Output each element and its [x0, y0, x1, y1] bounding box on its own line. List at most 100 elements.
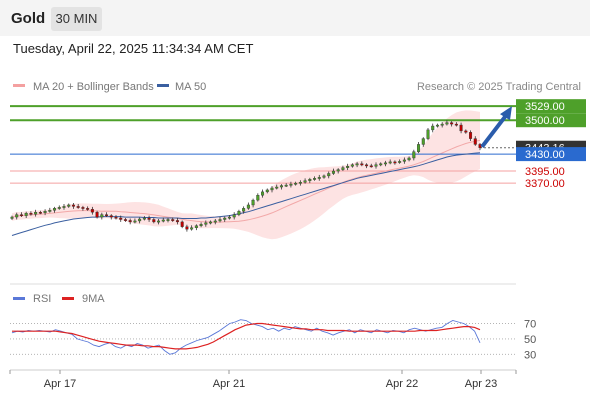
candle-body [388, 161, 392, 164]
support-1-label: 3395.00 [525, 166, 565, 178]
candle-body [128, 220, 132, 223]
candle-body [473, 138, 477, 145]
candle-body [426, 129, 430, 139]
rsi-lines [11, 319, 481, 355]
candle-body [223, 217, 227, 220]
candle-body [81, 207, 85, 209]
x-tick-label: Apr 22 [386, 378, 418, 390]
candle-body [152, 219, 156, 223]
candle-body [407, 157, 411, 161]
candle-body [331, 170, 335, 174]
rsi-ma-legend-label: 9MA [82, 293, 105, 305]
resistance-1-label: 3500.00 [525, 115, 565, 127]
rsi-tick-label: 30 [524, 349, 536, 361]
x-tick-label: Apr 23 [465, 378, 497, 390]
candle-body [29, 212, 33, 215]
candle-body [166, 219, 170, 221]
candle-body [336, 169, 340, 172]
pivot-label-box [516, 147, 586, 162]
support-2-label: 3370.00 [525, 178, 565, 190]
candle-body [341, 167, 345, 170]
candle-body [24, 212, 28, 216]
candle-body [86, 208, 90, 210]
candle-body [469, 132, 473, 139]
candle-body [67, 204, 71, 207]
candle-body [199, 224, 203, 226]
legend: MA 20 + Bollinger Bands MA 50 Research ©… [13, 81, 581, 93]
candle-body [185, 226, 189, 230]
rsi-tick-label: 70 [524, 319, 536, 331]
candle-body [327, 173, 331, 177]
ma50-line [11, 152, 481, 236]
candle-body [303, 180, 307, 183]
candle-body [350, 164, 354, 167]
ma20-line [11, 139, 481, 223]
candle-body [105, 214, 109, 217]
candle-body [251, 199, 255, 206]
candle-body [346, 166, 350, 168]
candle-body [190, 227, 194, 230]
x-axis-ticks: Apr 17 Apr 21 Apr 22 Apr 23 [9, 370, 517, 390]
top-bar: Gold 30 MIN [0, 0, 590, 36]
legend-swatch-ma20 [13, 84, 25, 87]
candle-body [445, 122, 449, 125]
x-tick-label: Apr 17 [44, 378, 76, 390]
candle-body [431, 125, 435, 131]
candle-body [369, 165, 373, 168]
candle-body [317, 177, 321, 179]
candle-body [256, 195, 260, 201]
candle-body [322, 175, 326, 178]
candle-body [180, 221, 184, 227]
legend-credit: Research © 2025 Trading Central [417, 81, 581, 93]
candle-body [454, 123, 458, 126]
candle-body [237, 211, 241, 215]
candle-body [355, 163, 359, 166]
candles [10, 120, 482, 232]
candle-body [76, 206, 80, 208]
candle-body [109, 215, 113, 218]
candle-body [279, 185, 283, 188]
legend-swatch-ma50 [157, 84, 169, 87]
resistance-1-label-box [516, 113, 586, 128]
legend-label-ma50: MA 50 [175, 81, 206, 93]
candle-body [71, 204, 75, 207]
symbol-title: Gold [11, 10, 46, 27]
candle-body [275, 186, 279, 189]
candle-body [265, 189, 269, 193]
timeframe-button[interactable]: 30 MIN [51, 7, 102, 31]
candle-body [261, 191, 265, 196]
candle-body [161, 219, 165, 222]
candle-body [142, 217, 146, 220]
candle-body [90, 209, 94, 213]
candle-body [43, 211, 47, 213]
candle-body [242, 208, 246, 212]
rsi-legend: RSI 9MA [13, 293, 105, 305]
candle-body [298, 181, 302, 184]
candle-body [365, 164, 369, 167]
ma50-path [11, 152, 481, 236]
candle-body [459, 124, 463, 132]
candle-body [218, 219, 222, 222]
candle-body [417, 144, 421, 152]
candle-body [194, 225, 198, 228]
candle-body [246, 204, 250, 209]
candle-body [464, 130, 468, 133]
arrow-shaft [480, 112, 509, 149]
timestamp: Tuesday, April 22, 2025 11:34:34 AM CET [13, 41, 254, 56]
resistance-2-label: 3529.00 [525, 101, 565, 113]
candle-body [95, 212, 99, 218]
x-tick-label: Apr 21 [213, 378, 245, 390]
rsi-path [11, 319, 481, 355]
candle-body [360, 163, 364, 166]
candle-body [100, 214, 104, 218]
candle-body [19, 214, 23, 217]
candle-body [53, 208, 57, 211]
bollinger-bands [11, 110, 481, 240]
candle-body [48, 210, 52, 212]
candle-body [284, 184, 288, 187]
candle-body [313, 178, 317, 180]
candle-body [34, 212, 38, 215]
candle-body [440, 123, 444, 126]
